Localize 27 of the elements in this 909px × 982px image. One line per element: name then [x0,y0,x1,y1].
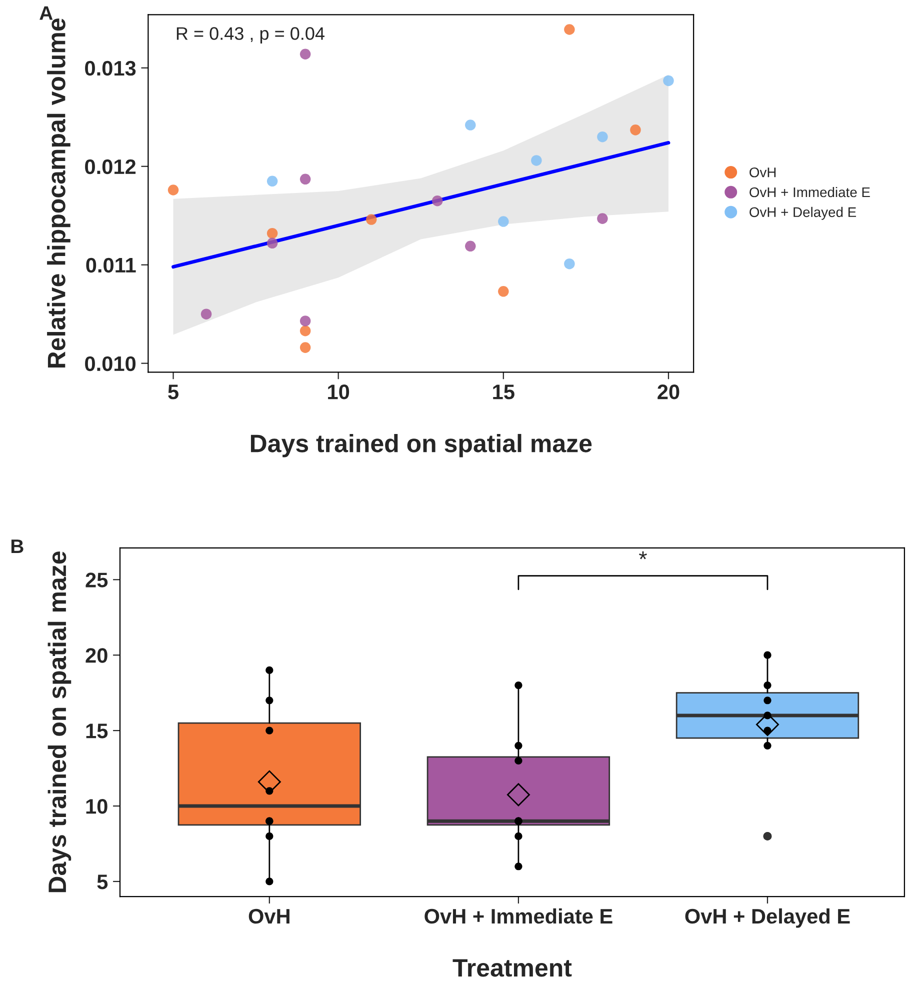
y-tick-label: 0.013 [85,60,136,76]
legend-label: OvH + Immediate E [750,186,870,198]
legend-label: OvH + Delayed E [750,206,856,220]
y-tick-label: 10 [86,799,108,814]
y-tick-label: 25 [86,572,108,588]
legend-label: OvH [750,167,776,178]
y-axis-title: Relative hippocampal volume [47,18,70,368]
y-tick-label: 0.010 [85,356,136,372]
x-tick-label: OvH + Delayed E [685,908,850,928]
x-axis-title: Days trained on spatial maze [250,434,592,458]
x-tick-label: 15 [493,384,514,400]
x-axis-title: Treatment [452,959,572,977]
y-tick-label: 0.011 [86,258,136,273]
annotation: * [639,551,647,560]
x-tick-label: OvH + Immediate E [424,908,612,924]
x-tick-label: OvH [248,908,290,924]
y-tick-label: 20 [86,648,108,663]
x-tick-label: 5 [168,384,178,400]
y-tick-label: 5 [97,874,108,890]
annotation: R = 0.43 , p = 0.04 [176,27,324,44]
x-tick-label: 10 [328,384,350,400]
y-tick-label: 15 [86,724,108,738]
y-axis-title: Days trained on spatial maze [48,552,72,892]
x-tick-label: 20 [658,384,680,400]
chart-title: B [11,540,24,553]
chart-title: A [40,6,53,20]
y-tick-label: 0.012 [85,159,136,174]
